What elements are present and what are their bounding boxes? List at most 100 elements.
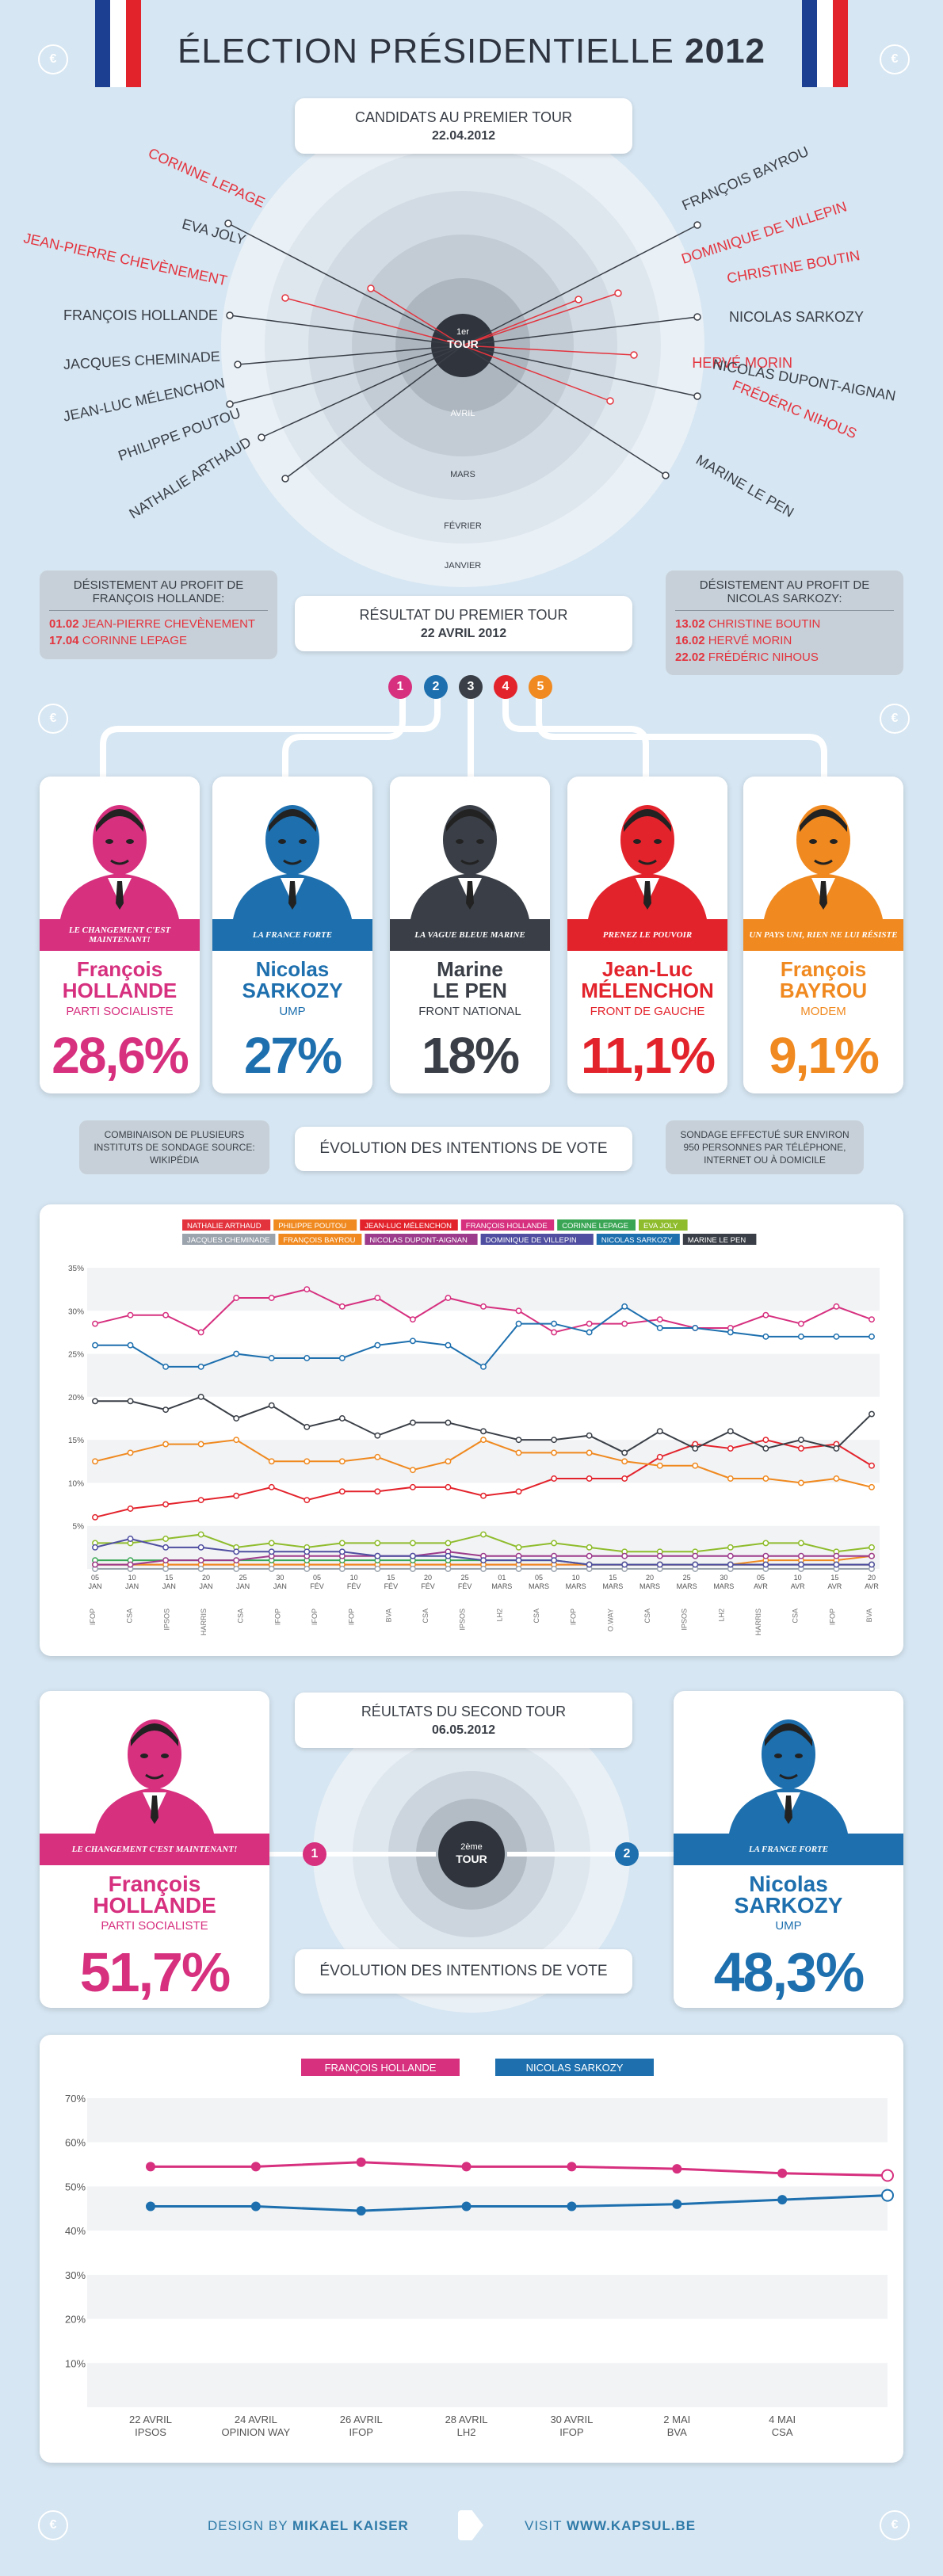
portrait-tie xyxy=(643,881,651,910)
x-institute-label: LH2 xyxy=(495,1609,503,1622)
withdrawal-hollande-box: DÉSISTEMENT AU PROFIT DE FRANÇOIS HOLLAN… xyxy=(40,571,277,659)
data-point xyxy=(586,1475,593,1482)
data-point xyxy=(869,1316,875,1323)
portrait-mouth xyxy=(638,859,657,865)
grid-band xyxy=(87,1483,880,1526)
legend-swatch xyxy=(278,1234,362,1245)
survey-note: SONDAGE EFFECTUÉ SUR ENVIRON 950 PERSONN… xyxy=(666,1120,864,1174)
candidate-dot xyxy=(226,400,234,408)
data-point xyxy=(127,1341,134,1349)
data-point xyxy=(445,1341,452,1349)
candidate-percentage: 9,1% xyxy=(769,1027,880,1084)
x-institute-label: IFOP xyxy=(828,1609,836,1625)
data-point xyxy=(762,1437,769,1444)
data-point xyxy=(586,1320,593,1327)
x-tick-label: 10 xyxy=(794,1574,802,1582)
data-point xyxy=(777,2168,788,2178)
data-point xyxy=(869,1552,875,1559)
x-tick-label: 05 xyxy=(91,1574,99,1582)
data-point xyxy=(445,1295,452,1301)
portrait-head xyxy=(620,805,674,875)
candidate-portrait xyxy=(410,805,529,919)
x-tick-label: 05 xyxy=(313,1574,321,1582)
data-point xyxy=(515,1437,522,1444)
portrait-tie xyxy=(785,1796,792,1824)
data-point xyxy=(304,1286,311,1293)
data-point xyxy=(551,1329,558,1336)
data-point xyxy=(762,1540,769,1547)
data-point xyxy=(409,1338,416,1345)
rank-badge-sarkozy: 2 xyxy=(615,1842,639,1866)
data-point xyxy=(374,1295,381,1301)
data-point xyxy=(480,1363,487,1370)
source-note: COMBINAISON DE PLUSIEURS INSTITUTS DE SO… xyxy=(79,1120,269,1174)
candidate-party: MODEM xyxy=(800,1005,846,1018)
x-tick-label: 10 xyxy=(572,1574,580,1582)
data-point xyxy=(586,1449,593,1456)
x-tick-label: 25 xyxy=(239,1574,247,1582)
candidate-party: PARTI SOCIALISTE xyxy=(101,1919,208,1933)
candidate-label: HERVÉ MORIN xyxy=(692,355,792,371)
candidate-dot xyxy=(281,475,289,483)
data-point xyxy=(356,2157,366,2167)
data-point xyxy=(268,1458,275,1465)
data-point xyxy=(692,1462,699,1469)
candidate-info: François HOLLANDE PARTI SOCIALISTE 28,6% xyxy=(40,959,200,1085)
x-institute-label: CSA xyxy=(422,1609,430,1624)
x-tick-label: 15 xyxy=(387,1574,395,1582)
legend-label: MARINE LE PEN xyxy=(688,1236,746,1245)
legend-swatch xyxy=(639,1219,688,1231)
x-tick-label: 20 xyxy=(424,1574,432,1582)
result1-date: 22 AVRIL 2012 xyxy=(420,627,507,640)
data-point xyxy=(797,1333,804,1340)
data-point xyxy=(146,2162,155,2172)
data-point xyxy=(833,1333,840,1340)
candidate-ray xyxy=(370,288,464,346)
legend-label: FRANÇOIS HOLLANDE xyxy=(466,1222,548,1231)
data-point xyxy=(869,1561,875,1568)
portrait-area xyxy=(212,777,372,919)
portrait-tie xyxy=(819,881,827,910)
grid-band xyxy=(87,2274,888,2319)
candidate-ray xyxy=(227,223,464,346)
footer-visit[interactable]: VISIT WWW.KAPSUL.BE xyxy=(525,2518,697,2533)
rank-badge: 5 xyxy=(529,675,552,699)
data-point xyxy=(409,1467,416,1474)
x-tick-label: FÉV xyxy=(347,1582,361,1590)
withdrawal-name: JEAN-PIERRE CHEVÈNEMENT xyxy=(82,617,256,631)
data-point xyxy=(621,1449,628,1456)
candidate-portrait xyxy=(95,1719,214,1834)
portrait-eye xyxy=(476,839,484,844)
legend-swatch xyxy=(182,1234,276,1245)
data-point xyxy=(374,1341,381,1349)
x-tick-label: MARS xyxy=(491,1582,512,1590)
candidate-party: FRONT DE GAUCHE xyxy=(590,1005,705,1018)
data-point xyxy=(409,1316,416,1323)
portrait-tie xyxy=(151,1796,158,1824)
candidate-first-name: François xyxy=(108,1872,201,1896)
legend-label: NICOLAS DUPONT-AIGNAN xyxy=(369,1236,468,1245)
x-tick-label: 4 MAI xyxy=(769,2414,796,2425)
data-point xyxy=(268,1540,275,1547)
data-point xyxy=(268,1402,275,1409)
candidate-ray xyxy=(462,224,698,346)
x-tick-label: BVA xyxy=(667,2426,687,2438)
portrait-area xyxy=(390,777,550,919)
rank-badge: 4 xyxy=(494,675,517,699)
data-point xyxy=(197,1441,204,1448)
candidate-last-name: HOLLANDE xyxy=(62,979,178,1002)
data-point xyxy=(162,1406,170,1414)
y-tick-label: 20% xyxy=(68,1394,84,1402)
data-point xyxy=(445,1566,452,1572)
candidate-portrait xyxy=(729,1719,848,1834)
portrait-eye xyxy=(140,1754,148,1758)
portrait-eye xyxy=(795,1754,803,1758)
data-point xyxy=(727,1329,734,1336)
euro-coin-icon: € xyxy=(38,2510,68,2540)
portrait-mouth xyxy=(110,859,129,865)
data-point xyxy=(127,1398,134,1405)
legend-swatch xyxy=(557,1219,636,1231)
data-point xyxy=(162,1536,170,1542)
legend-swatch xyxy=(182,1219,271,1231)
portrait-head xyxy=(796,805,850,875)
